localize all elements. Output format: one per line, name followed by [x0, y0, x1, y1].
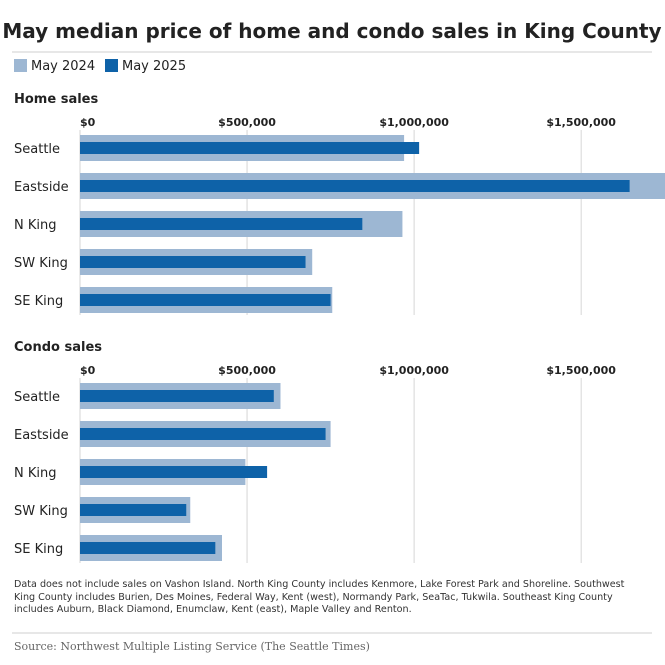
legend: May 2024 May 2025 — [14, 59, 186, 74]
x-tick-label: $1,500,000 — [546, 116, 616, 129]
category-label: Seattle — [14, 142, 60, 157]
category-label: SW King — [14, 504, 68, 519]
bar-2025-se-king — [80, 294, 331, 306]
legend-swatch-2024 — [14, 59, 27, 72]
legend-label-2025: May 2025 — [122, 59, 186, 74]
bar-2025-eastside — [80, 180, 630, 192]
category-label: Eastside — [14, 428, 69, 443]
bar-2025-sw-king — [80, 256, 306, 268]
legend-label-2024: May 2024 — [31, 59, 95, 74]
x-tick-label: $1,500,000 — [546, 364, 616, 377]
panel-title: Home sales — [14, 92, 98, 107]
footnote: Data does not include sales on Vashon Is… — [14, 579, 625, 615]
legend-swatch-2025 — [105, 59, 118, 72]
panel-title: Condo sales — [14, 340, 102, 355]
x-tick-label: $500,000 — [218, 116, 276, 129]
x-tick-label: $1,000,000 — [379, 364, 449, 377]
category-label: SE King — [14, 542, 63, 557]
bar-2025-n-king — [80, 466, 268, 478]
source-credit: Source: Northwest Multiple Listing Servi… — [14, 640, 370, 653]
category-label: SW King — [14, 256, 68, 271]
x-tick-label: $0 — [80, 364, 96, 377]
category-label: SE King — [14, 294, 63, 309]
bar-2025-seattle — [80, 142, 420, 154]
condo-sales-panel: Condo sales $0 $500,000 $1,000,000 $1,500,00… — [14, 340, 616, 563]
bar-2025-sw-king — [80, 504, 187, 516]
home-sales-panel: Home sales $0 $500,000 $1,000,000 $1,500,000… — [14, 92, 665, 315]
category-label: N King — [14, 466, 57, 481]
x-tick-label: $500,000 — [218, 364, 276, 377]
chart-title: May median price of home and condo sales… — [2, 19, 661, 43]
x-tick-label: $1,000,000 — [379, 116, 449, 129]
category-label: Seattle — [14, 390, 60, 405]
bar-2025-se-king — [80, 542, 216, 554]
bar-2025-seattle — [80, 390, 274, 402]
category-label: N King — [14, 218, 57, 233]
category-label: Eastside — [14, 180, 69, 195]
x-tick-label: $0 — [80, 116, 96, 129]
bar-2025-n-king — [80, 218, 363, 230]
bar-2025-eastside — [80, 428, 326, 440]
